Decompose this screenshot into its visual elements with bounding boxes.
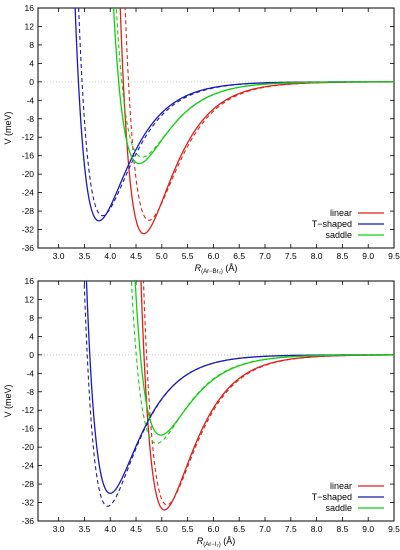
y-tick-label: 0	[29, 77, 34, 87]
x-tick-label: 4.0	[104, 524, 116, 534]
plot-frame	[37, 7, 395, 249]
legend-label: linear	[330, 208, 352, 218]
y-axis-label: V (meV)	[3, 384, 13, 417]
series-line-dashed-2	[130, 281, 394, 445]
series-line-dashed-0	[142, 281, 394, 506]
x-tick-label: 9.5	[388, 251, 400, 261]
y-tick-label: 16	[25, 3, 35, 13]
legend-label: saddle	[325, 503, 352, 513]
series-line-dashed-2	[115, 8, 394, 158]
y-tick-label: 16	[25, 276, 35, 286]
y-tick-label: -32	[22, 498, 35, 508]
series-line-2	[134, 281, 394, 436]
y-axis-label: V (meV)	[3, 111, 13, 144]
y-tick-label: 12	[25, 21, 35, 31]
y-tick-label: -24	[22, 461, 35, 471]
series-line-dashed-1	[78, 8, 394, 217]
y-tick-label: 4	[29, 58, 34, 68]
chart-panel-1: 16 12 8 4 0 -4 -8 -12 -16 -20 -24 -28 -32 -36 3.0 3.5 4.…	[3, 3, 400, 275]
y-tick-label: -16	[22, 151, 35, 161]
x-tick-label: 8.5	[336, 524, 348, 534]
y-tick-label: -28	[22, 479, 35, 489]
x-tick-label: 7.5	[285, 524, 297, 534]
y-tick-label: -12	[22, 132, 35, 142]
x-axis-label: R(Ar−Br₂) (Å)	[195, 263, 238, 275]
y-tick-label: -28	[22, 206, 35, 216]
x-tick-label: 4.0	[104, 251, 116, 261]
series-line-0	[140, 281, 394, 511]
x-tick-label: 5.0	[156, 251, 168, 261]
x-tick-label: 6.5	[233, 251, 245, 261]
x-tick-label: 9.0	[362, 251, 374, 261]
y-tick-label: -16	[22, 424, 35, 434]
y-tick-label: -36	[22, 516, 35, 526]
x-tick-label: 4.5	[130, 524, 142, 534]
x-tick-label: 6.5	[233, 524, 245, 534]
y-tick-label: 8	[29, 40, 34, 50]
y-tick-label: -36	[22, 243, 35, 253]
x-tick-label: 8.0	[311, 524, 323, 534]
x-tick-label: 5.5	[182, 251, 194, 261]
x-tick-label: 8.5	[336, 251, 348, 261]
x-tick-label: 9.0	[362, 524, 374, 534]
y-tick-label: -4	[26, 368, 34, 378]
x-tick-label: 6.0	[208, 251, 220, 261]
x-tick-label: 4.5	[130, 251, 142, 261]
legend-label: saddle	[325, 230, 352, 240]
curves	[74, 8, 394, 235]
x-tick-label: 8.0	[311, 251, 323, 261]
curves	[83, 281, 394, 511]
y-tick-label: -20	[22, 442, 35, 452]
x-tick-label: 6.0	[208, 524, 220, 534]
x-tick-label: 3.0	[53, 251, 65, 261]
legend-label: linear	[330, 481, 352, 491]
y-tick-label: 8	[29, 313, 34, 323]
x-tick-label: 9.5	[388, 524, 400, 534]
y-tick-label: 0	[29, 350, 34, 360]
x-tick-label: 7.5	[285, 251, 297, 261]
x-tick-label: 5.0	[156, 524, 168, 534]
legend-label: T−shaped	[312, 219, 352, 229]
chart-panel-2: 16 12 8 4 0 -4 -8 -12 -16 -20 -24 -28 -32 -36 3.0 3.5 4.…	[3, 276, 400, 548]
legend-label: T−shaped	[312, 492, 352, 502]
y-tick-label: -20	[22, 169, 35, 179]
x-tick-label: 7.0	[259, 251, 271, 261]
x-axis-label: R(Ar−I₂) (Å)	[197, 536, 236, 548]
y-tick-label: -4	[26, 95, 34, 105]
y-tick-label: -8	[26, 114, 34, 124]
series-line-dashed-0	[124, 8, 394, 221]
plot-frame	[37, 280, 395, 522]
x-tick-label: 3.5	[79, 524, 91, 534]
y-tick-label: 12	[25, 294, 35, 304]
y-tick-label: 4	[29, 331, 34, 341]
x-tick-label: 7.0	[259, 524, 271, 534]
y-tick-label: -12	[22, 405, 35, 415]
y-tick-label: -32	[22, 225, 35, 235]
x-tick-label: 3.5	[79, 251, 91, 261]
x-tick-label: 5.5	[182, 524, 194, 534]
y-tick-label: -24	[22, 188, 35, 198]
x-tick-label: 3.0	[53, 524, 65, 534]
y-tick-label: -8	[26, 387, 34, 397]
